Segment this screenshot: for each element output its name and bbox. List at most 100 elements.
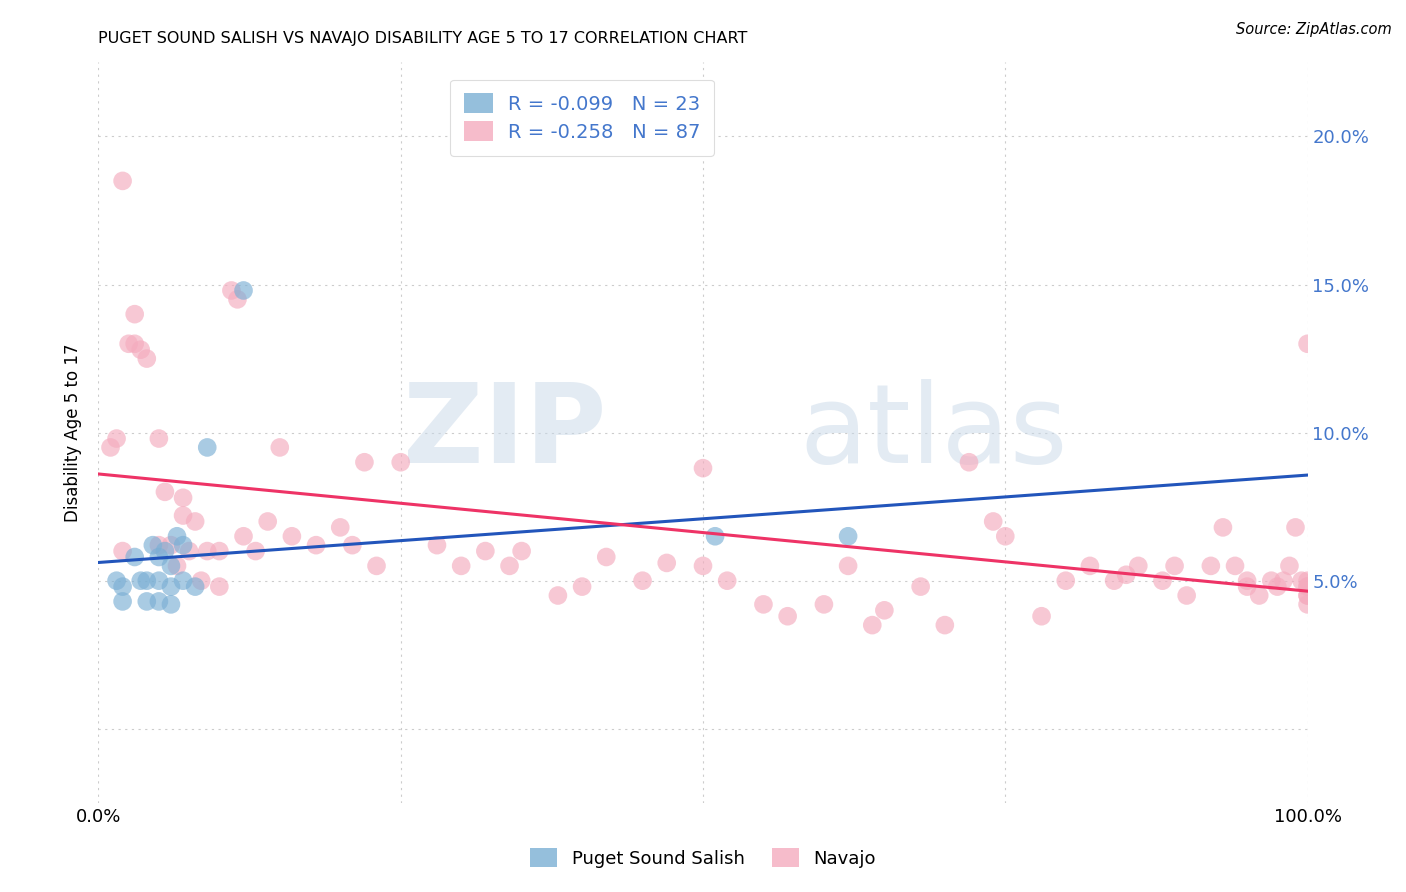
- Point: [981, 515, 1004, 529]
- Point: [1296, 589, 1319, 603]
- Point: [1115, 567, 1137, 582]
- Point: [208, 580, 231, 594]
- Point: [776, 609, 799, 624]
- Text: ZIP: ZIP: [404, 379, 606, 486]
- Point: [135, 594, 157, 608]
- Point: [342, 538, 364, 552]
- Point: [153, 484, 176, 499]
- Point: [124, 549, 146, 564]
- Point: [184, 515, 207, 529]
- Point: [160, 598, 183, 612]
- Point: [232, 284, 254, 298]
- Point: [631, 574, 654, 588]
- Point: [1031, 609, 1053, 624]
- Point: [1272, 574, 1295, 588]
- Point: [1175, 589, 1198, 603]
- Point: [353, 455, 375, 469]
- Point: [166, 529, 188, 543]
- Point: [571, 580, 593, 594]
- Point: [166, 558, 188, 573]
- Point: [716, 574, 738, 588]
- Point: [111, 544, 134, 558]
- Point: [1054, 574, 1077, 588]
- Text: Source: ZipAtlas.com: Source: ZipAtlas.com: [1236, 22, 1392, 37]
- Point: [124, 336, 146, 351]
- Point: [160, 538, 183, 552]
- Point: [366, 558, 388, 573]
- Point: [172, 508, 194, 523]
- Point: [172, 538, 194, 552]
- Y-axis label: Disability Age 5 to 17: Disability Age 5 to 17: [65, 343, 83, 522]
- Point: [1296, 574, 1319, 588]
- Legend: R = -0.099   N = 23, R = -0.258   N = 87: R = -0.099 N = 23, R = -0.258 N = 87: [450, 79, 714, 155]
- Point: [1212, 520, 1234, 534]
- Point: [752, 598, 775, 612]
- Point: [135, 351, 157, 366]
- Point: [450, 558, 472, 573]
- Text: atlas: atlas: [800, 379, 1069, 486]
- Point: [221, 284, 243, 298]
- Point: [837, 529, 859, 543]
- Point: [704, 529, 727, 543]
- Point: [105, 574, 128, 588]
- Point: [105, 432, 128, 446]
- Point: [1267, 580, 1289, 594]
- Point: [837, 558, 859, 573]
- Point: [190, 574, 212, 588]
- Point: [426, 538, 449, 552]
- Point: [1284, 520, 1306, 534]
- Point: [142, 538, 165, 552]
- Point: [160, 558, 183, 573]
- Point: [148, 574, 170, 588]
- Point: [135, 574, 157, 588]
- Point: [1163, 558, 1185, 573]
- Point: [547, 589, 569, 603]
- Legend: Puget Sound Salish, Navajo: Puget Sound Salish, Navajo: [519, 838, 887, 879]
- Point: [1278, 558, 1301, 573]
- Point: [111, 580, 134, 594]
- Point: [1078, 558, 1101, 573]
- Point: [172, 491, 194, 505]
- Point: [118, 336, 141, 351]
- Point: [269, 441, 291, 455]
- Point: [1128, 558, 1150, 573]
- Point: [1296, 589, 1319, 603]
- Point: [329, 520, 352, 534]
- Point: [1152, 574, 1174, 588]
- Point: [245, 544, 267, 558]
- Point: [692, 558, 714, 573]
- Point: [510, 544, 533, 558]
- Point: [226, 293, 249, 307]
- Point: [184, 580, 207, 594]
- Point: [148, 549, 170, 564]
- Point: [148, 538, 170, 552]
- Point: [129, 574, 152, 588]
- Point: [148, 594, 170, 608]
- Point: [111, 594, 134, 608]
- Point: [281, 529, 304, 543]
- Point: [153, 544, 176, 558]
- Point: [813, 598, 835, 612]
- Point: [1296, 598, 1319, 612]
- Point: [860, 618, 883, 632]
- Point: [655, 556, 678, 570]
- Point: [1236, 580, 1258, 594]
- Point: [256, 515, 278, 529]
- Point: [1249, 589, 1271, 603]
- Point: [160, 580, 183, 594]
- Point: [1223, 558, 1246, 573]
- Point: [389, 455, 412, 469]
- Point: [208, 544, 231, 558]
- Point: [305, 538, 328, 552]
- Point: [1296, 336, 1319, 351]
- Point: [1296, 580, 1319, 594]
- Point: [1236, 574, 1258, 588]
- Point: [1199, 558, 1222, 573]
- Point: [873, 603, 896, 617]
- Point: [232, 529, 254, 543]
- Point: [100, 441, 122, 455]
- Point: [195, 544, 218, 558]
- Point: [957, 455, 980, 469]
- Point: [179, 544, 201, 558]
- Point: [692, 461, 714, 475]
